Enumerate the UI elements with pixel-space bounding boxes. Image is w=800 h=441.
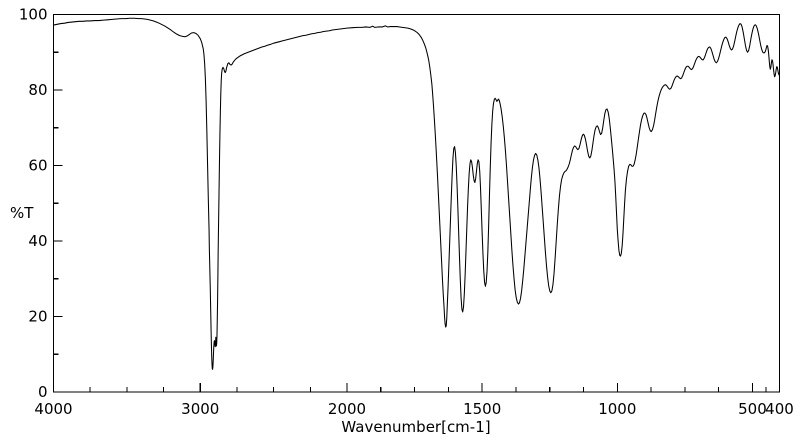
y-tick-label: 80 <box>28 81 47 99</box>
y-tick-label: 100 <box>19 6 48 24</box>
x-axis-ticks <box>52 383 781 392</box>
y-tick-label: 60 <box>28 157 47 175</box>
x-tick-label: 500 <box>738 400 767 418</box>
y-tick-label: 0 <box>38 383 48 401</box>
y-tick-label: 40 <box>28 232 47 250</box>
x-tick-label: 400 <box>765 400 794 418</box>
x-tick-label: 1000 <box>598 400 636 418</box>
transmittance-trace <box>52 17 781 370</box>
y-tick-label: 20 <box>28 308 47 326</box>
x-tick-label: 2000 <box>328 400 366 418</box>
x-tick-label: 4000 <box>34 400 72 418</box>
x-tick-label: 3000 <box>181 400 219 418</box>
plot-border <box>52 13 781 393</box>
y-axis-ticks <box>53 13 63 393</box>
x-axis-title: Wavenumber[cm-1] <box>341 418 490 436</box>
x-tick-label: 1500 <box>463 400 501 418</box>
y-axis-title: %T <box>10 204 34 222</box>
y-axis-tick-labels: 0 20 40 60 80 100 <box>19 6 48 402</box>
plot-frame <box>52 13 781 393</box>
spectrum-trace-group <box>52 17 781 370</box>
